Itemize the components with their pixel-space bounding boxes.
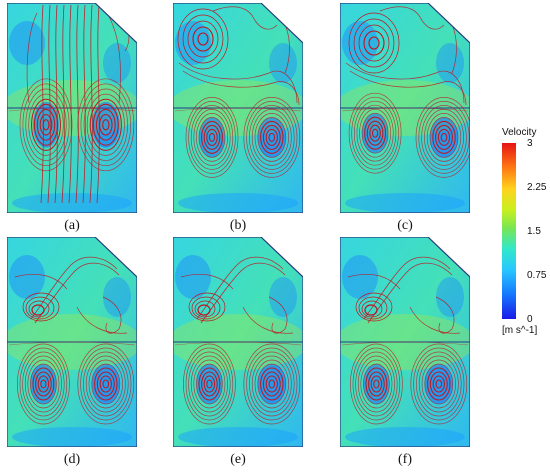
colorbar-units: [m s^-1] — [502, 325, 538, 336]
streamline-plot — [173, 237, 303, 447]
colorbar-tick-label: 2.25 — [527, 182, 547, 193]
panel-e — [173, 237, 303, 447]
panel-c — [340, 3, 470, 213]
panel-label: (a) — [64, 218, 80, 233]
streamline-plot — [340, 3, 470, 213]
colorbar-tick-label: 3 — [527, 138, 533, 149]
colorbar-tick-label: 0 — [527, 314, 533, 325]
panel-label: (f) — [398, 452, 412, 467]
streamline-plot — [7, 3, 137, 213]
streamline-plot — [7, 237, 137, 447]
streamline-plot — [340, 237, 470, 447]
colorbar-tick-label: 0.75 — [527, 270, 547, 281]
panel-d — [7, 237, 137, 447]
streamline-plot — [173, 3, 303, 213]
panel-label: (e) — [230, 452, 246, 467]
panel-label: (d) — [63, 452, 81, 467]
panel-b — [173, 3, 303, 213]
colorbar-gradient — [502, 143, 516, 319]
colorbar-tick-label: 1.5 — [527, 226, 541, 237]
panel-label: (c) — [397, 218, 413, 233]
panel-f — [340, 237, 470, 447]
panel-label: (b) — [229, 218, 247, 233]
panel-a — [7, 3, 137, 213]
colorbar-title: Velocity — [502, 127, 537, 138]
